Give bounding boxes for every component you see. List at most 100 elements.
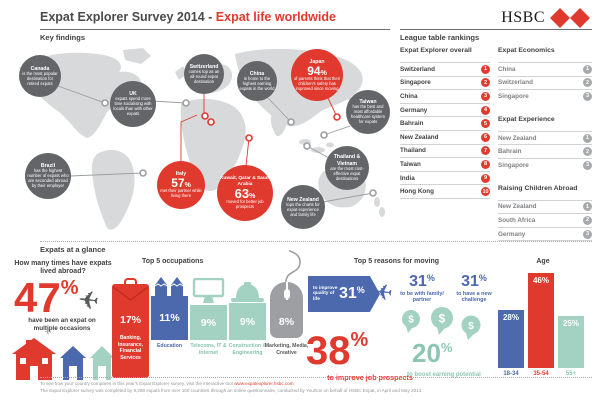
table-row: Thailand 7 [400,143,490,158]
bubble-brazil: Brazil has the highest number of expats … [25,153,71,199]
rank-badge: 3 [583,229,592,239]
bubble-text: met their partner while living there [160,188,202,199]
reason-label: to improve quality of life [313,285,338,302]
job-prospects-stat: 38% [306,329,369,373]
occupation-label: Marketing, Media, Creative [264,343,309,356]
houses-illustration [12,338,114,380]
briefcase-flap [112,286,149,301]
lived-abroad-question: How many times have expats lived abroad? [14,260,112,276]
occupation-banking: 17% Banking, Insurance, Financial Servic… [112,270,149,380]
table-row: South Africa 2 [498,213,592,227]
table-row: Switzerland 2 [498,75,592,90]
bubble-country: Kuwait, Qatar & Saudi Arabia [219,175,271,187]
occupation-label: Telecoms, IT & Internet [190,343,227,356]
earning-stat: 20% [412,338,453,368]
occupation-marketing: 8% Marketing, Media, Creative [265,248,308,380]
reason-value: 31% [339,285,365,302]
dollar-pin-icon: $ [439,312,446,326]
bubble-text: are the most cost-effective expat destin… [330,165,364,181]
bubble-new-zealand: New Zealand tops the charts for expat ex… [281,185,325,229]
occupation-value: 8% [278,316,295,328]
bubble-kuwait-qatar-saudi: Kuwait, Qatar & Saudi Arabia 63% moved f… [217,165,273,221]
occupation-telecoms: 9% Telecoms, IT & Internet [190,270,227,380]
bubble-text: expats spend more time socialising with … [113,96,153,117]
bubble-canada: Canada is the most popular destination f… [19,55,61,97]
mouse-cord [285,250,301,282]
bubble-japan: Japan 94% of parents think that their ch… [291,49,343,101]
age-bar-35-54: 46% [528,273,554,368]
small-airplane-icon: ✈ [43,327,53,339]
table-row: Bahrain 5 [400,116,490,130]
reason-label: to have a new challenge [456,291,492,304]
bubble-text: tops the charts for expat experience and… [286,201,320,217]
bubble-text: moved for better job prospects [226,199,264,210]
rank-badge: 9 [481,173,490,183]
mouse-scroll-wheel [283,289,290,299]
hsbc-wordmark: HSBC [501,9,545,26]
bubble-country: Brazil [40,163,56,170]
age-title: Age [536,258,550,265]
page-title: Expat Explorer Survey 2014 - Expat life … [40,10,336,24]
rank-badge: 1 [583,133,592,143]
bubble-thailand-vietnam: Thailand & Vietnam are the most cost-eff… [325,146,369,190]
table-row: New Zealand 1 [498,199,592,214]
occupation-value: 11% [159,312,180,324]
league-children-title: Raising Children Abroad [498,184,578,192]
league-sub-column: Expat Economics China 1 Switzerland 2 Sing… [498,47,592,242]
briefcase-icon [124,278,137,286]
occupation-label: Banking, Insurance, Financial Services [117,335,143,361]
bubble-stat: 57% [171,176,191,191]
occupation-bar: 9% [190,305,227,340]
league-experience-title: Expat Experience [498,115,555,123]
occupation-bar: 11% [151,296,188,340]
bubble-text: comes top as an all-round expat destinat… [188,68,220,84]
occupation-label: Construction & Engineering [228,343,267,356]
occupation-label: Education [156,343,183,349]
bubble-switzerland: Switzerland comes top as an all-round ex… [184,54,224,94]
table-row: New Zealand 1 [498,130,592,145]
league-overall-title: Expat Explorer overall [400,47,472,54]
occupation-bar: 17% Banking, Insurance, Financial Servic… [112,284,149,378]
bubble-uk: UK expats spend more time socialising wi… [110,81,156,127]
bubble-country: Canada [30,65,50,72]
occupation-education: 11% Education [151,270,188,380]
reason-label: to be with family/ partner [400,291,444,304]
occupations-title: Top 5 occupations [142,258,204,265]
table-row: Taiwan 8 [400,157,490,171]
earning-label: to boost earning potential [407,372,481,378]
table-row: Singapore 3 [498,157,592,172]
footer-link[interactable]: www.expatexplorer.hsbc.com [234,381,294,386]
lived-abroad-stat: 47% [14,274,79,321]
table-row: China 3 [400,89,490,103]
table-row: Germany 3 [498,226,592,242]
occupation-bar: 9% [229,303,266,340]
rank-badge: 2 [583,78,592,88]
reason-value: 31% [409,273,435,290]
bubble-text: has the highest number of expats who are… [27,168,69,189]
bubble-stat: 63% [234,186,256,202]
table-row: India 9 [400,170,490,185]
bubble-country: Japan [309,58,325,65]
reason-family: 31% to be with family/ partner [396,274,448,304]
header-divider-left [40,29,390,30]
bubble-country: Switzerland [189,63,219,70]
rank-badge: 3 [583,91,592,101]
blue-airplane-icon: ✈ [372,280,394,307]
reasons-title: Top 5 reasons for moving [354,258,440,265]
table-row: New Zealand 6 [400,129,490,144]
airplane-icon: ✈ [76,284,101,317]
rank-badge: 1 [583,64,592,74]
reason-challenge: 31% to have a new challenge [448,274,500,304]
rank-badge: 2 [583,215,592,225]
table-row: Hong Kong 10 [400,184,490,199]
pencils-icon [154,277,184,297]
lived-abroad-caption: have been an expat on multiple occasions [28,317,96,332]
table-row: China 1 [498,62,592,76]
occupation-construction: 9% Construction & Engineering [229,270,266,380]
bubble-taiwan: Taiwan has the best and most affordable … [346,90,390,134]
age-bar-55plus: 25% [558,316,584,368]
bubble-text: of parents think that their children's s… [293,75,341,91]
dollar-pin-icon: $ [408,315,414,326]
rank-badge: 4 [481,105,490,115]
mouse-icon: 8% [270,282,303,338]
